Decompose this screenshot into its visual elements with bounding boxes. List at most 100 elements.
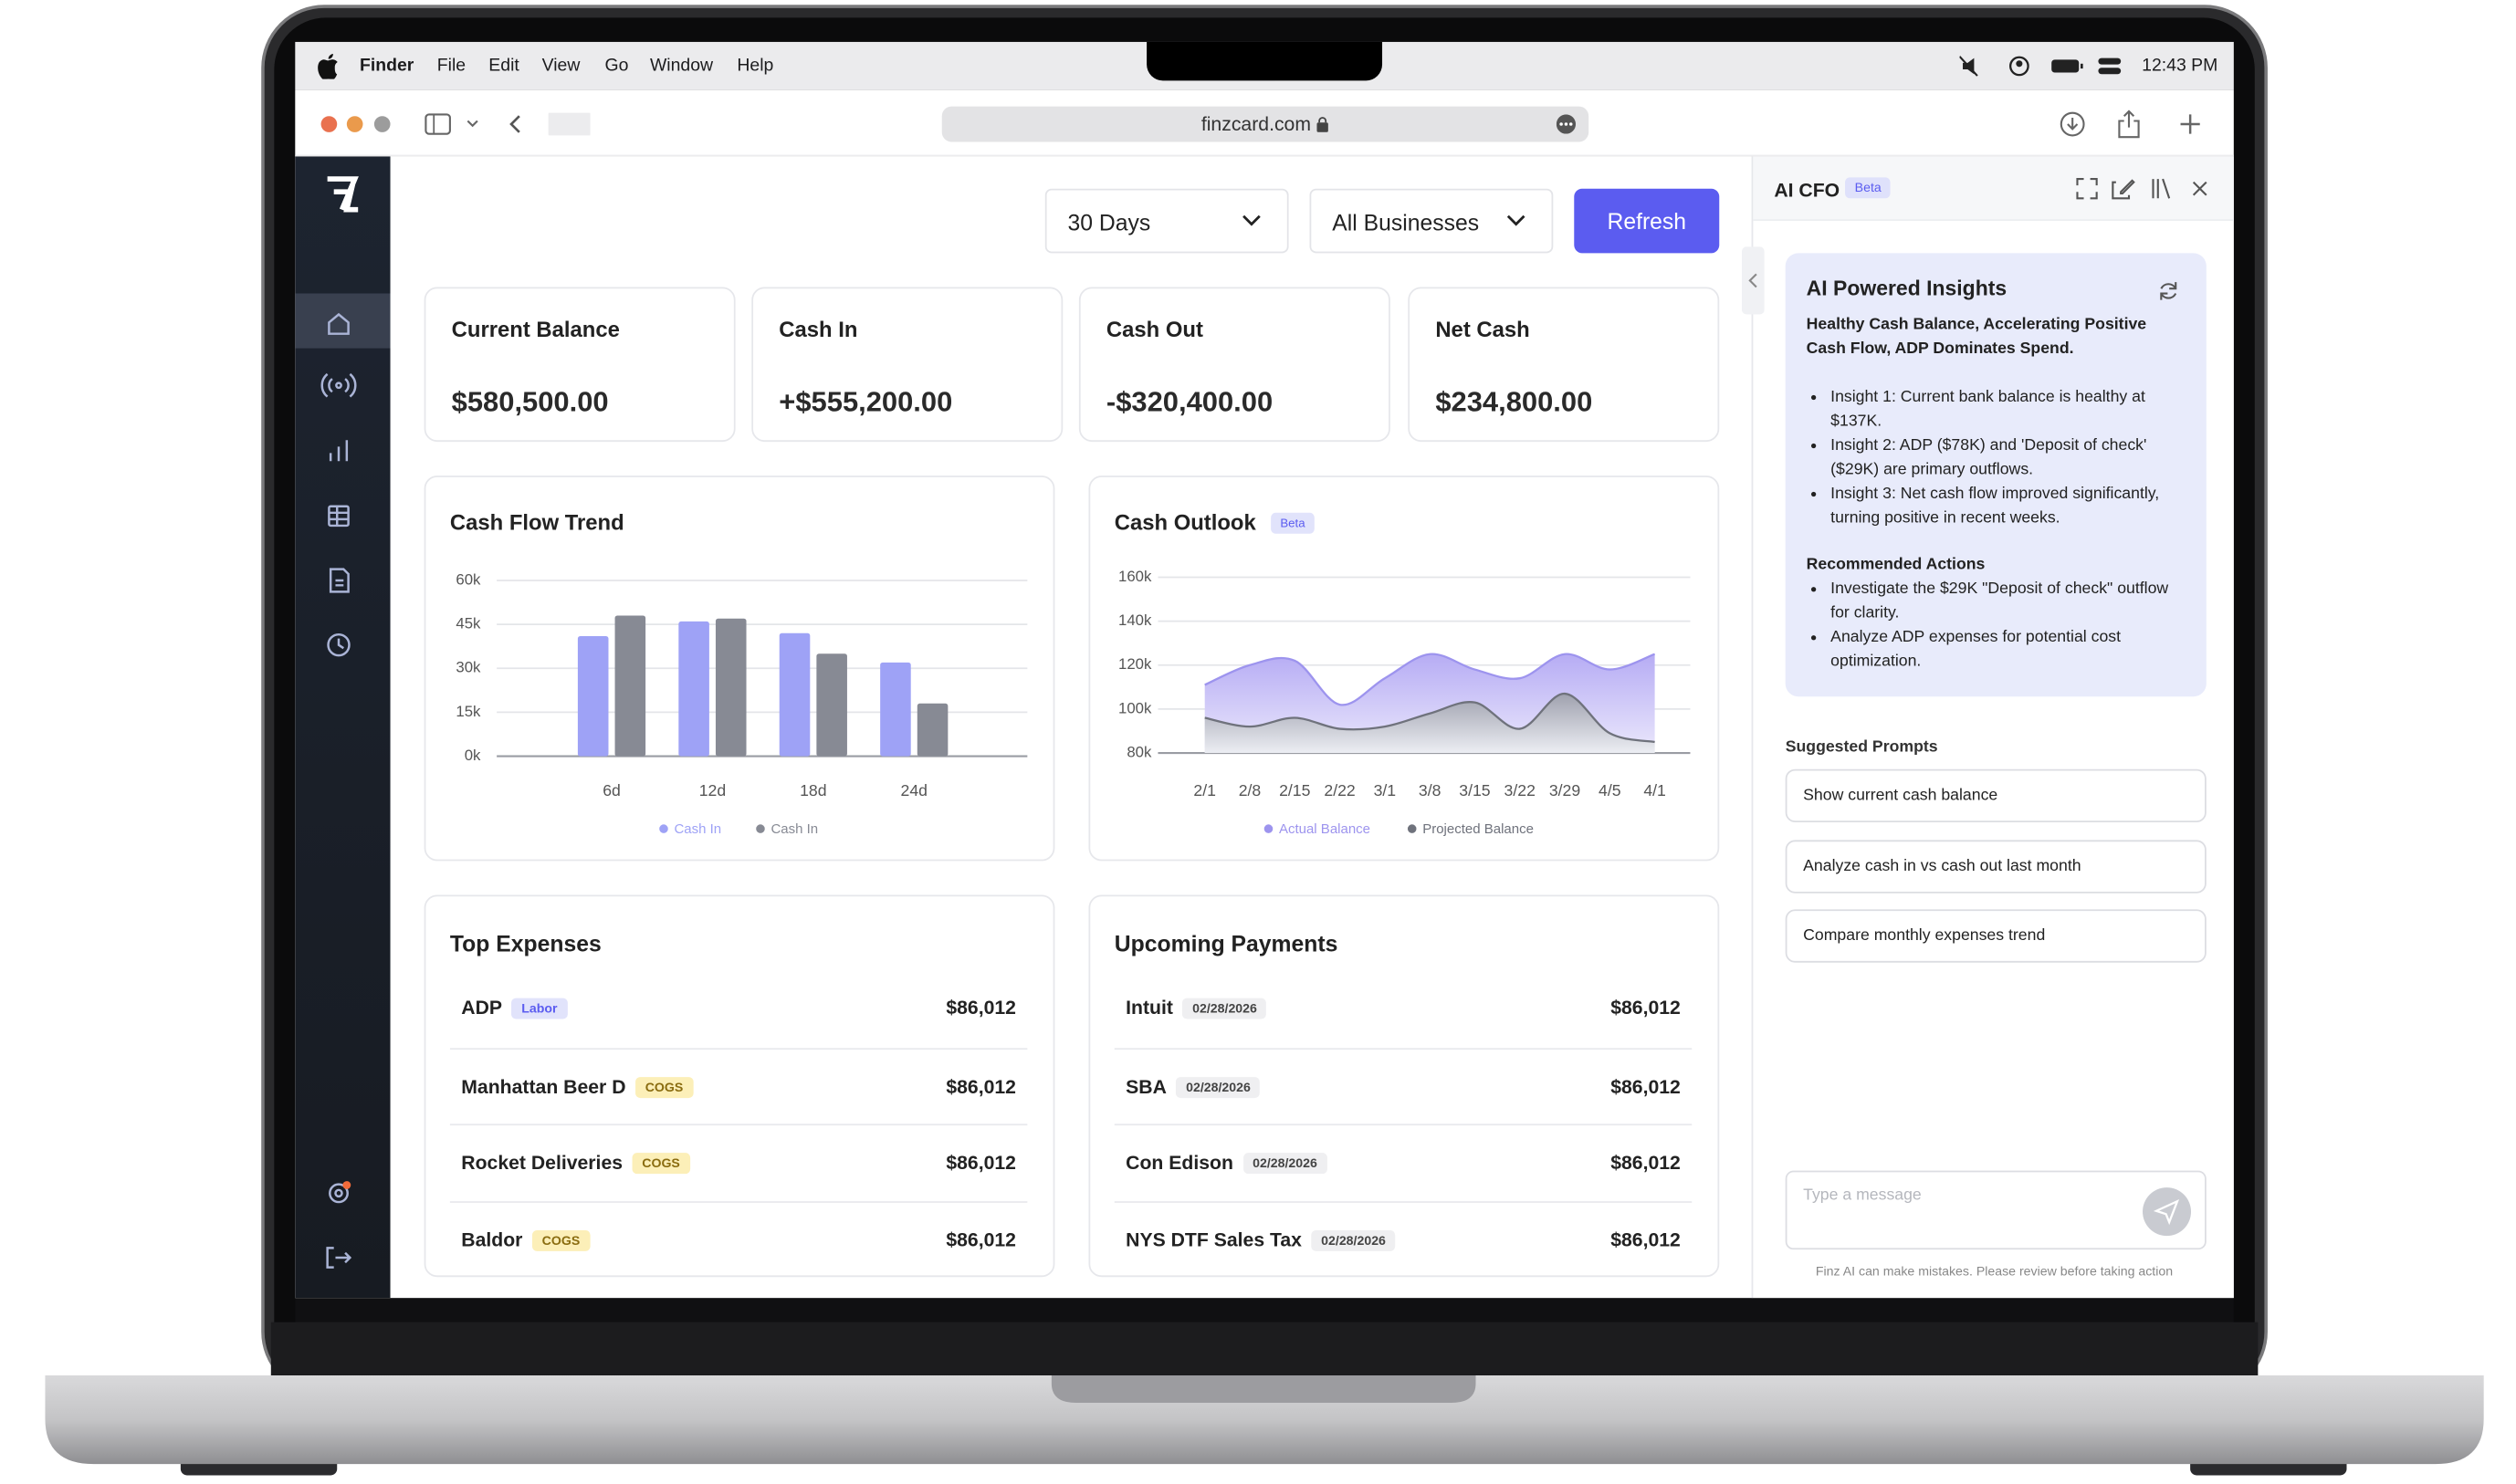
share-button[interactable] bbox=[2118, 110, 2140, 139]
row-name: ADP Labor bbox=[461, 996, 568, 1019]
period-value: 30 Days bbox=[1067, 209, 1151, 235]
category-badge: Labor bbox=[511, 998, 568, 1019]
ai-title: AI CFO bbox=[1774, 179, 1840, 202]
suggested-prompt[interactable]: Compare monthly expenses trend bbox=[1785, 909, 2207, 963]
area-line bbox=[1204, 653, 1656, 706]
address-bar[interactable]: finzcard.com bbox=[941, 106, 1589, 142]
list-row: NYS DTF Sales Tax 02/28/2026 $86,012 bbox=[1114, 1201, 1693, 1277]
legend-marker bbox=[1407, 824, 1417, 833]
url: finzcard.com bbox=[1200, 112, 1312, 136]
list-row: Rocket Deliveries COGS $86,012 bbox=[449, 1124, 1028, 1200]
disclaimer: Finz AI can make mistakes. Please review… bbox=[1815, 1264, 2174, 1279]
hinge bbox=[270, 1322, 2259, 1377]
card-title: Current Balance bbox=[451, 318, 620, 342]
nav-tables[interactable] bbox=[328, 505, 350, 528]
menu-item[interactable]: Go bbox=[604, 56, 629, 77]
actions-list: Investigate the $29K "Deposit of check" … bbox=[1807, 577, 2186, 674]
row-amount: $86,012 bbox=[946, 1228, 1017, 1252]
menu-item[interactable]: Edit bbox=[488, 56, 519, 77]
message-input[interactable]: Type a message bbox=[1785, 1170, 2207, 1250]
close-button[interactable] bbox=[320, 116, 338, 132]
beta-badge-label: Beta bbox=[1280, 517, 1305, 530]
bar bbox=[816, 653, 847, 757]
x-tick-label: 24d bbox=[901, 781, 928, 799]
nav-documents[interactable] bbox=[329, 568, 350, 593]
actions-title: Recommended Actions bbox=[1806, 556, 1986, 574]
edit-button[interactable] bbox=[2112, 179, 2135, 200]
base bbox=[45, 1374, 2484, 1465]
row-amount: $86,012 bbox=[946, 996, 1017, 1019]
chevron bbox=[1242, 214, 1261, 226]
bar bbox=[779, 632, 811, 757]
x-tick-label: 2/22 bbox=[1324, 781, 1355, 799]
menu-item[interactable]: View bbox=[541, 56, 581, 77]
library-button[interactable] bbox=[2152, 178, 2171, 199]
summary-card: Cash In +$555,200.00 bbox=[751, 287, 1064, 443]
date-badge: 02/28/2026 bbox=[1176, 1076, 1261, 1098]
page-menu[interactable] bbox=[1556, 114, 1577, 134]
menu-item[interactable]: File bbox=[436, 56, 467, 77]
collapse-tab[interactable] bbox=[1742, 246, 1765, 315]
card-value: $234,800.00 bbox=[1435, 385, 1593, 418]
action: Investigate the $29K "Deposit of check" … bbox=[1830, 577, 2186, 625]
refresh-button[interactable]: Refresh bbox=[1574, 188, 1720, 254]
nav-settings[interactable] bbox=[329, 1183, 349, 1204]
period-select[interactable]: 30 Days bbox=[1044, 188, 1289, 254]
refresh-insights[interactable] bbox=[2158, 280, 2179, 301]
y-tick-label: 80k bbox=[1127, 743, 1152, 760]
tab-overview[interactable] bbox=[548, 112, 591, 136]
download-button[interactable] bbox=[2060, 111, 2085, 137]
insights-headline: Healthy Cash Balance, Accelerating Posit… bbox=[1806, 316, 2147, 359]
row-name: Con Edison 02/28/2026 bbox=[1126, 1152, 1327, 1175]
suggested-prompt[interactable]: Show current cash balance bbox=[1785, 768, 2207, 823]
row-name: Baldor COGS bbox=[461, 1228, 590, 1252]
x-tick-label: 3/1 bbox=[1374, 781, 1397, 799]
minimize-button[interactable] bbox=[346, 116, 363, 132]
area bbox=[1204, 694, 1655, 754]
y-tick-label: 160k bbox=[1118, 568, 1152, 585]
nav-logout[interactable] bbox=[326, 1247, 352, 1269]
nav-home[interactable] bbox=[328, 312, 350, 335]
business-select[interactable]: All Businesses bbox=[1309, 188, 1554, 254]
sidebar-toggle[interactable] bbox=[425, 113, 451, 135]
menu-item[interactable]: Window bbox=[649, 56, 714, 77]
x-tick-label: 4/5 bbox=[1599, 781, 1621, 799]
list-row: SBA 02/28/2026 $86,012 bbox=[1114, 1047, 1693, 1123]
y-tick-label: 60k bbox=[456, 570, 481, 588]
row-label: ADP bbox=[461, 996, 503, 1019]
send-button[interactable] bbox=[2142, 1186, 2192, 1237]
back-button[interactable] bbox=[509, 115, 520, 133]
card-title: Cash In bbox=[779, 318, 858, 342]
y-tick-label: 120k bbox=[1118, 655, 1152, 673]
y-tick-label: 100k bbox=[1118, 699, 1152, 716]
insight: Insight 1: Current bank balance is healt… bbox=[1830, 385, 2186, 434]
menu-app-name[interactable]: Finder bbox=[359, 56, 414, 77]
expand-button[interactable] bbox=[2076, 178, 2098, 200]
list-row: Con Edison 02/28/2026 $86,012 bbox=[1114, 1124, 1693, 1200]
close-panel-button[interactable] bbox=[2192, 181, 2207, 196]
apple-logo[interactable] bbox=[318, 53, 341, 79]
zoom-button[interactable] bbox=[373, 116, 391, 132]
legend-label: Projected Balance bbox=[1422, 821, 1534, 837]
x-tick-label: 3/8 bbox=[1419, 781, 1441, 799]
date-badge: 02/28/2026 bbox=[1311, 1230, 1396, 1252]
menu-item[interactable]: Help bbox=[737, 56, 774, 77]
ai-header: AI CFO Beta bbox=[1753, 156, 2234, 222]
nav-feed[interactable] bbox=[320, 372, 357, 398]
chart-title: Cash Outlook bbox=[1115, 510, 1257, 535]
row-name: NYS DTF Sales Tax 02/28/2026 bbox=[1126, 1228, 1396, 1252]
legend-label: Cash In bbox=[674, 821, 721, 837]
suggested-prompt[interactable]: Analyze cash in vs cash out last month bbox=[1785, 839, 2207, 893]
x-tick-label: 12d bbox=[699, 781, 726, 799]
bar bbox=[715, 618, 747, 757]
new-tab-button[interactable] bbox=[2180, 114, 2200, 134]
nav-history[interactable] bbox=[327, 632, 351, 657]
logo bbox=[327, 176, 359, 213]
menu-clock: 12:43 PM bbox=[2142, 56, 2218, 77]
card-title: Top Expenses bbox=[449, 930, 602, 956]
y-tick-label: 140k bbox=[1118, 611, 1152, 629]
row-label: NYS DTF Sales Tax bbox=[1126, 1228, 1302, 1252]
legend-label: Actual Balance bbox=[1279, 821, 1370, 837]
nav-reports[interactable] bbox=[329, 440, 349, 462]
row-amount: $86,012 bbox=[946, 1074, 1017, 1098]
